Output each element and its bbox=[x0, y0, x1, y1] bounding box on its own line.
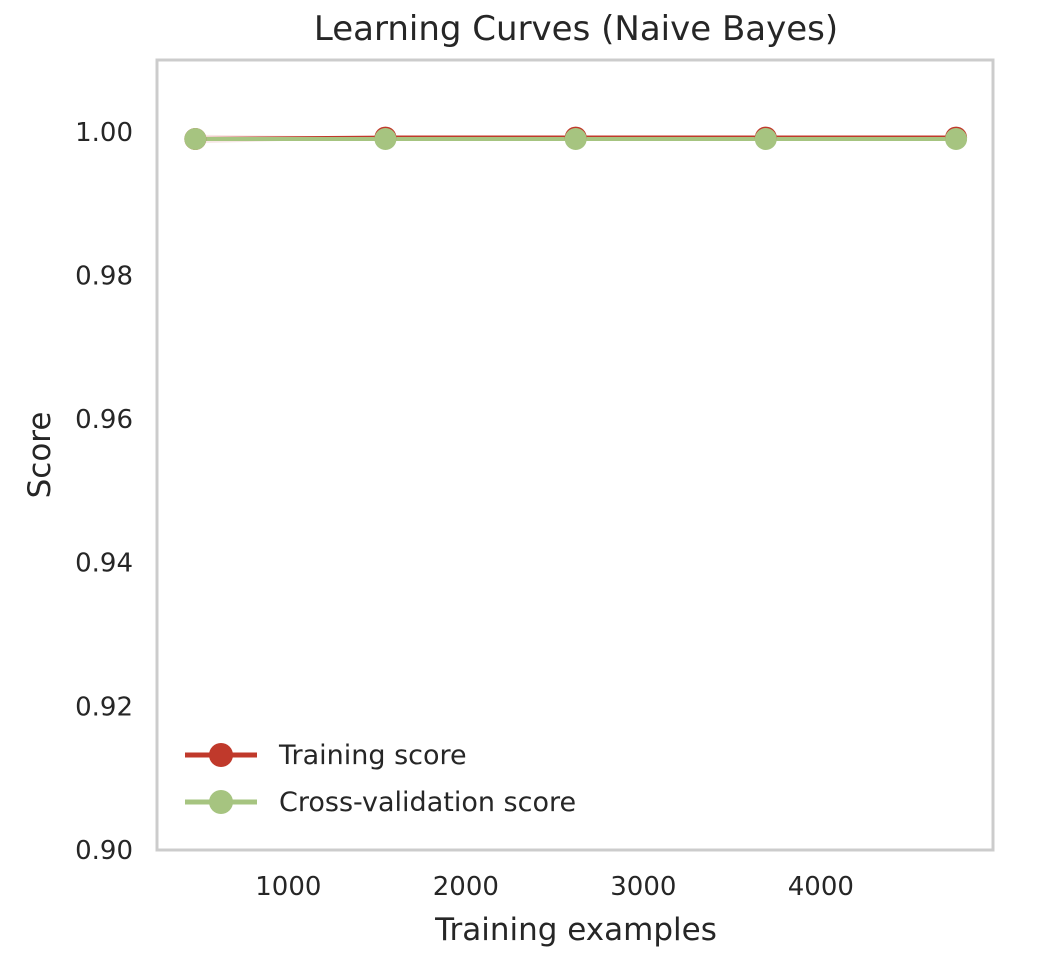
x-tick-label: 1000 bbox=[255, 872, 321, 902]
y-tick-label: 0.94 bbox=[75, 549, 133, 579]
y-axis-label: Score bbox=[22, 412, 58, 499]
x-tick-label: 4000 bbox=[788, 872, 854, 902]
y-tick-label: 0.92 bbox=[75, 692, 133, 722]
y-tick-label: 1.00 bbox=[75, 118, 133, 148]
legend-marker-0 bbox=[209, 743, 233, 767]
point-series-1-4 bbox=[945, 128, 968, 150]
legend-marker-1 bbox=[209, 790, 233, 814]
legend: Training score Cross-validation score bbox=[185, 740, 576, 818]
point-series-1-1 bbox=[374, 128, 397, 150]
legend-label-1: Cross-validation score bbox=[279, 787, 576, 818]
x-axis-label: Training examples bbox=[434, 912, 717, 948]
y-tick-label: 0.98 bbox=[75, 261, 133, 291]
y-tick-label: 0.96 bbox=[75, 405, 133, 435]
x-tick-label: 3000 bbox=[610, 872, 676, 902]
y-axis-ticks: 0.90 0.92 0.94 0.96 0.98 1.00 bbox=[75, 118, 133, 866]
point-series-1-3 bbox=[754, 128, 777, 150]
x-axis-ticks: 1000 2000 3000 4000 bbox=[255, 872, 854, 902]
point-series-1-2 bbox=[564, 128, 587, 150]
legend-label-0: Training score bbox=[278, 740, 467, 771]
point-series-1-0 bbox=[184, 128, 207, 150]
series-points bbox=[184, 126, 968, 150]
plot-frame bbox=[155, 58, 995, 852]
x-tick-label: 2000 bbox=[433, 872, 499, 902]
y-tick-label: 0.90 bbox=[75, 836, 133, 866]
chart-title: Learning Curves (Naive Bayes) bbox=[314, 9, 838, 49]
